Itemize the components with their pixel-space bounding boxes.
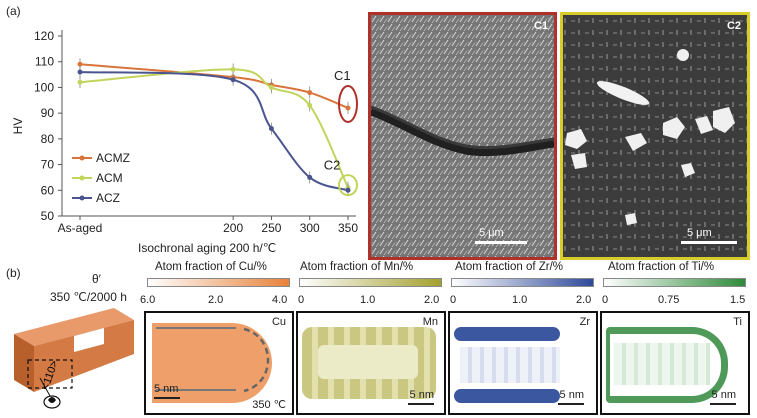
map-mn-scale: 5 nm (409, 389, 434, 401)
y-tick-label: 120 (34, 29, 54, 43)
colorbar-zr-tick-0: 0 (450, 294, 457, 306)
map-mn-scalebar (408, 403, 434, 405)
colorbar-zr-tick-2: 2.0 (576, 294, 592, 306)
micrograph-c1-label: C1 (533, 20, 548, 32)
micrograph-c2-scale-text: 5 μm (687, 227, 712, 239)
micrograph-c1: C1 5 μm (368, 12, 557, 260)
colorbar-mn-tick-1: 1.0 (360, 294, 376, 306)
data-point-acz (345, 187, 351, 193)
annotation-c2: C2 (324, 157, 341, 172)
panel-b-label: (b) (6, 266, 21, 280)
micrograph-c2: C2 5 μm (560, 12, 750, 260)
colorbar-mn-tick-2: 2.0 (424, 294, 440, 306)
y-tick-label: 90 (41, 106, 55, 120)
data-point-acmz (307, 90, 313, 96)
data-point-acm (77, 79, 83, 85)
micrograph-c2-scalebar (681, 241, 737, 244)
colorbar-zr-title: Atom fraction of Zr/% (455, 261, 564, 273)
micrograph-c1-scalebar (475, 241, 527, 244)
theta-prime-label: θ′ (92, 272, 101, 286)
map-cu-note: 350 ℃ (252, 399, 286, 411)
micrograph-c1-texture (371, 15, 554, 257)
series-line-acm (79, 68, 349, 189)
x-tick-label: 200 (223, 221, 243, 235)
micrograph-c2-texture (563, 15, 747, 257)
y-tick-label: 110 (35, 55, 54, 69)
colorbar-cu-tick-1: 2.0 (208, 294, 224, 306)
map-cu-scale: 5 nm (154, 383, 179, 395)
y-tick-label: 100 (34, 80, 54, 94)
map-cu-scalebar (154, 397, 180, 399)
data-point-acz (77, 69, 83, 75)
y-tick-label: 50 (41, 209, 55, 223)
legend-label-acm: ACM (96, 171, 123, 185)
colorbar-zr-tick-1: 1.0 (512, 294, 528, 306)
y-tick-label: 70 (41, 158, 55, 172)
colorbar-cu-tick-0: 6.0 (140, 294, 156, 306)
colorbar-cu-tick-2: 4.0 (272, 294, 288, 306)
map-ti-precipitate (606, 327, 728, 403)
x-tick-label: 300 (300, 221, 320, 235)
data-point-acm (268, 84, 274, 90)
colorbar-cu (147, 278, 290, 287)
map-cu-element: Cu (271, 316, 286, 328)
map-zr-scale: 5 nm (559, 389, 584, 401)
map-cu: Cu 5 nm 350 ℃ (144, 311, 294, 415)
map-zr-bottom-band (454, 389, 560, 403)
map-zr-top-band (454, 327, 560, 341)
map-mn-element: Mn (422, 316, 438, 328)
map-zr-scalebar (558, 403, 584, 405)
colorbar-ti (603, 278, 746, 287)
map-zr: Zr 5 nm (448, 311, 598, 415)
micrograph-c2-label: C2 (726, 20, 741, 32)
map-mn: Mn 5 nm (296, 311, 446, 415)
micrograph-c1-scale-text: 5 μm (479, 227, 504, 239)
colorbar-ti-tick-2: 1.5 (730, 294, 746, 306)
map-ti: Ti 5 nm (600, 311, 750, 415)
series-line-acz (79, 71, 349, 192)
map-ti-element: Ti (733, 316, 742, 328)
colorbar-mn-title: Atom fraction of Mn/% (300, 261, 414, 273)
data-point-acz (268, 126, 274, 132)
colorbar-mn (299, 278, 442, 287)
data-point-acm (307, 102, 313, 108)
data-point-acmz (345, 105, 351, 111)
colorbar-mn-tick-0: 0 (298, 294, 305, 306)
x-tick-label: 350 (338, 221, 358, 235)
x-tick-label: 250 (261, 221, 281, 235)
data-point-acm (230, 66, 236, 72)
y-tick-label: 80 (41, 132, 55, 146)
map-ti-scale: 5 nm (711, 389, 736, 401)
c2-highlight-ellipse (338, 174, 358, 197)
y-tick-label: 60 (41, 183, 55, 197)
data-point-acmz (77, 61, 83, 67)
panel-a-label: (a) (6, 4, 21, 18)
aging-condition-label: 350 ℃/2000 h (50, 290, 127, 304)
legend-label-acmz: ACMZ (96, 151, 130, 165)
x-tick-label: As-aged (58, 221, 103, 235)
annotation-c1: C1 (334, 68, 351, 83)
colorbar-zr (451, 278, 594, 287)
data-point-acz (230, 77, 236, 83)
colorbar-cu-title: Atom fraction of Cu/% (155, 261, 267, 273)
colorbar-ti-tick-0: 0 (602, 294, 609, 306)
y-axis-label: HV (11, 118, 25, 135)
hardness-chart: 50 60 70 80 90 100 110 120 As-aged 200 250 300 350 HV… (11, 29, 358, 255)
legend-label-acz: ACZ (96, 191, 120, 205)
c1-highlight-ellipse (338, 85, 358, 123)
map-zr-element: Zr (579, 316, 590, 328)
x-axis-label: Isochronal aging 200 h/℃ (138, 241, 276, 255)
precipitate-schematic: <110> (14, 308, 134, 409)
data-point-acz (307, 174, 313, 180)
colorbar-ti-title: Atom fraction of Ti/% (608, 261, 715, 273)
map-ti-scalebar (710, 403, 736, 405)
colorbar-ti-tick-1: 0.75 (658, 294, 680, 306)
